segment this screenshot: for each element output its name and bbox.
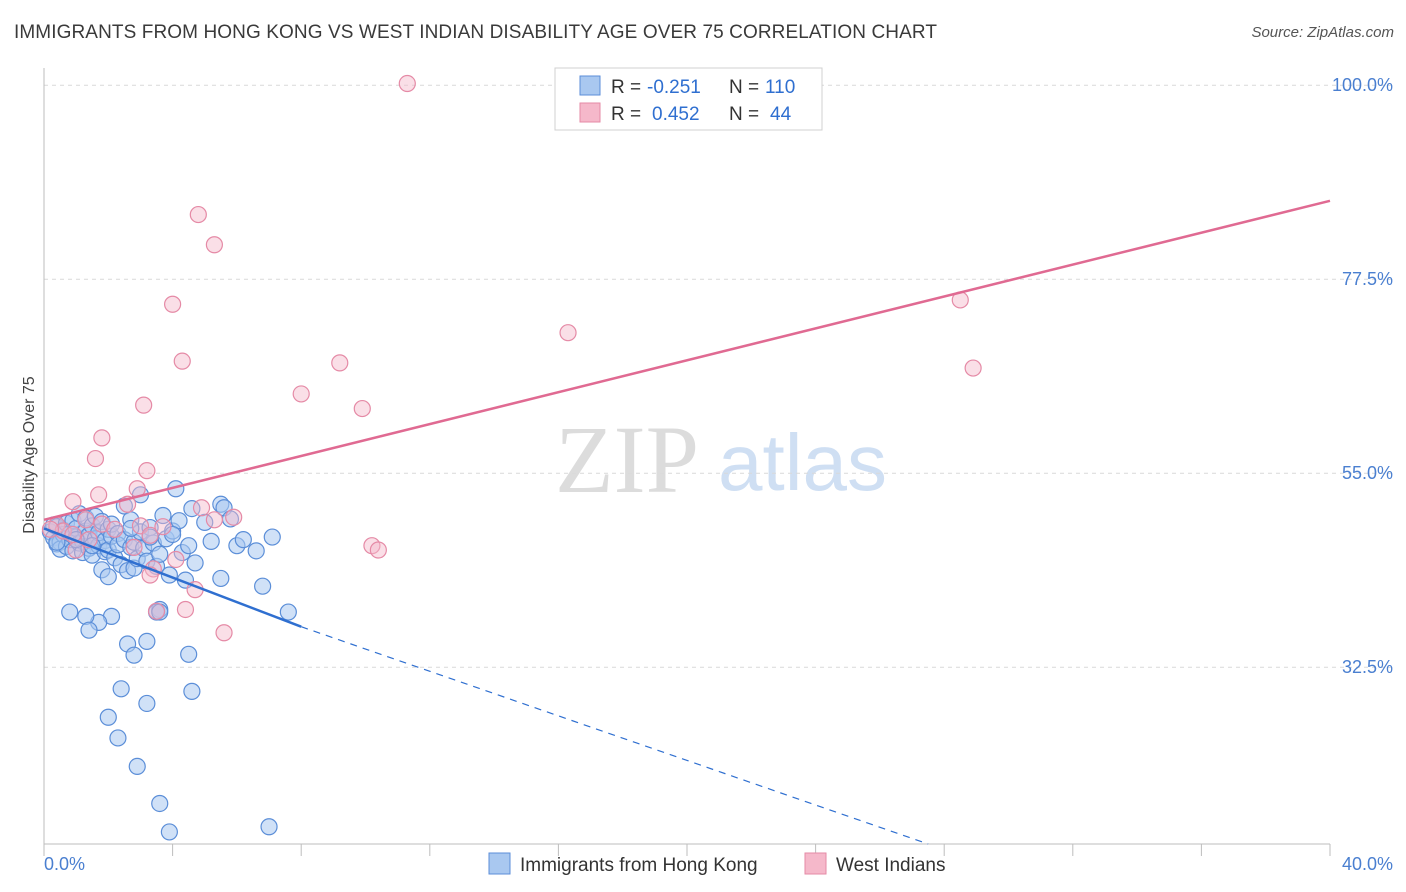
stats-legend: R = -0.251 N = 110 R = 0.452 N = 44 bbox=[554, 67, 823, 131]
data-point-hong-kong bbox=[196, 513, 214, 531]
legend-label-hong-kong: Immigrants from Hong Kong bbox=[520, 855, 758, 876]
x-tick-label-max: 40.0% bbox=[1342, 854, 1393, 874]
data-point-hong-kong bbox=[279, 603, 297, 621]
data-point-hong-kong bbox=[254, 577, 272, 595]
watermark: ZIP atlas bbox=[555, 406, 887, 513]
data-point-west-indians bbox=[331, 354, 349, 372]
data-point-west-indians bbox=[292, 385, 310, 403]
y-tick-labels: 32.5% 55.0% 77.5% 100.0% bbox=[1332, 75, 1393, 677]
data-point-west-indians bbox=[67, 541, 85, 559]
data-point-west-indians bbox=[225, 508, 243, 526]
stats-legend-swatch-blue bbox=[579, 75, 601, 96]
data-point-west-indians bbox=[135, 396, 153, 414]
stats-legend-n-label-1: N = bbox=[729, 77, 759, 98]
stats-legend-n-value-2: 44 bbox=[770, 104, 792, 125]
source-credit: Source: ZipAtlas.com bbox=[1251, 24, 1394, 41]
data-point-west-indians bbox=[353, 399, 371, 418]
data-point-west-indians bbox=[167, 550, 185, 569]
stats-legend-r-value-1: -0.251 bbox=[647, 77, 701, 98]
data-point-hong-kong bbox=[160, 823, 178, 841]
axes bbox=[43, 68, 1331, 856]
data-point-hong-kong bbox=[183, 682, 201, 700]
data-point-west-indians bbox=[64, 493, 82, 511]
legend-swatch-west-indians bbox=[804, 852, 827, 875]
data-point-west-indians bbox=[86, 449, 105, 468]
chart-title: IMMIGRANTS FROM HONG KONG VS WEST INDIAN… bbox=[14, 22, 938, 43]
data-point-hong-kong bbox=[186, 554, 204, 572]
data-point-west-indians bbox=[147, 602, 166, 620]
data-point-hong-kong bbox=[247, 542, 265, 560]
data-point-west-indians bbox=[205, 511, 223, 529]
legend-swatch-hong-kong bbox=[488, 852, 511, 875]
data-point-hong-kong bbox=[80, 621, 98, 639]
data-point-hong-kong bbox=[99, 568, 117, 586]
data-point-hong-kong bbox=[128, 757, 146, 776]
data-point-west-indians bbox=[93, 429, 111, 447]
data-point-hong-kong bbox=[180, 537, 198, 555]
data-point-west-indians bbox=[215, 624, 233, 642]
data-point-west-indians bbox=[125, 538, 143, 556]
data-point-hong-kong bbox=[112, 680, 130, 698]
data-point-west-indians bbox=[77, 511, 95, 529]
data-point-west-indians bbox=[90, 486, 108, 504]
data-point-west-indians bbox=[154, 518, 172, 536]
data-point-west-indians bbox=[138, 462, 156, 480]
data-point-west-indians bbox=[164, 295, 182, 313]
watermark-atlas: atlas bbox=[718, 418, 887, 507]
legend-label-west-indians: West Indians bbox=[836, 855, 945, 876]
trend-lines bbox=[43, 199, 1331, 845]
data-point-hong-kong bbox=[61, 603, 79, 621]
trend-line-hong-kong bbox=[43, 527, 302, 628]
y-tick-label: 32.5% bbox=[1342, 657, 1393, 677]
data-point-hong-kong bbox=[151, 545, 169, 563]
series-west-indians-points bbox=[41, 74, 982, 642]
stats-legend-r-label-2: R = bbox=[611, 104, 641, 125]
trend-line-west-indians bbox=[43, 199, 1331, 522]
data-point-hong-kong bbox=[138, 694, 156, 713]
stats-legend-r-value-2: 0.452 bbox=[652, 104, 700, 125]
data-point-hong-kong bbox=[260, 818, 278, 836]
data-point-west-indians bbox=[964, 359, 982, 377]
y-tick-label: 77.5% bbox=[1342, 269, 1393, 289]
data-point-west-indians bbox=[205, 236, 223, 254]
data-point-west-indians bbox=[559, 324, 577, 342]
trend-line-hong-kong-projection bbox=[301, 626, 929, 845]
x-tick-label-min: 0.0% bbox=[44, 854, 85, 874]
data-point-hong-kong bbox=[234, 531, 252, 549]
data-point-hong-kong bbox=[170, 512, 188, 530]
gridlines bbox=[44, 84, 1393, 668]
stats-legend-swatch-pink bbox=[579, 102, 601, 123]
data-point-west-indians bbox=[106, 520, 124, 538]
data-point-west-indians bbox=[189, 205, 207, 224]
data-point-west-indians bbox=[369, 541, 387, 559]
stats-legend-r-label-1: R = bbox=[611, 77, 641, 98]
data-point-hong-kong bbox=[202, 532, 220, 550]
stats-legend-n-label-2: N = bbox=[729, 104, 759, 125]
data-point-hong-kong bbox=[263, 528, 281, 546]
data-point-hong-kong bbox=[99, 708, 117, 726]
data-point-west-indians bbox=[141, 526, 159, 544]
data-point-hong-kong bbox=[138, 632, 156, 650]
data-point-hong-kong bbox=[151, 794, 169, 813]
series-legend: Immigrants from Hong Kong West Indians bbox=[488, 852, 945, 876]
data-point-west-indians bbox=[173, 352, 191, 370]
data-point-hong-kong bbox=[109, 729, 127, 747]
data-point-west-indians bbox=[398, 74, 416, 93]
data-point-hong-kong bbox=[180, 645, 198, 663]
data-point-west-indians bbox=[93, 515, 111, 533]
watermark-zip: ZIP bbox=[555, 406, 699, 513]
data-point-hong-kong bbox=[212, 569, 230, 588]
y-axis-title: Disability Age Over 75 bbox=[21, 376, 38, 534]
data-point-hong-kong bbox=[125, 646, 143, 664]
y-tick-label: 100.0% bbox=[1332, 75, 1393, 95]
data-point-west-indians bbox=[176, 600, 195, 619]
stats-legend-n-value-1: 110 bbox=[765, 77, 795, 98]
data-point-west-indians bbox=[192, 499, 211, 517]
y-tick-label: 55.0% bbox=[1342, 463, 1393, 483]
